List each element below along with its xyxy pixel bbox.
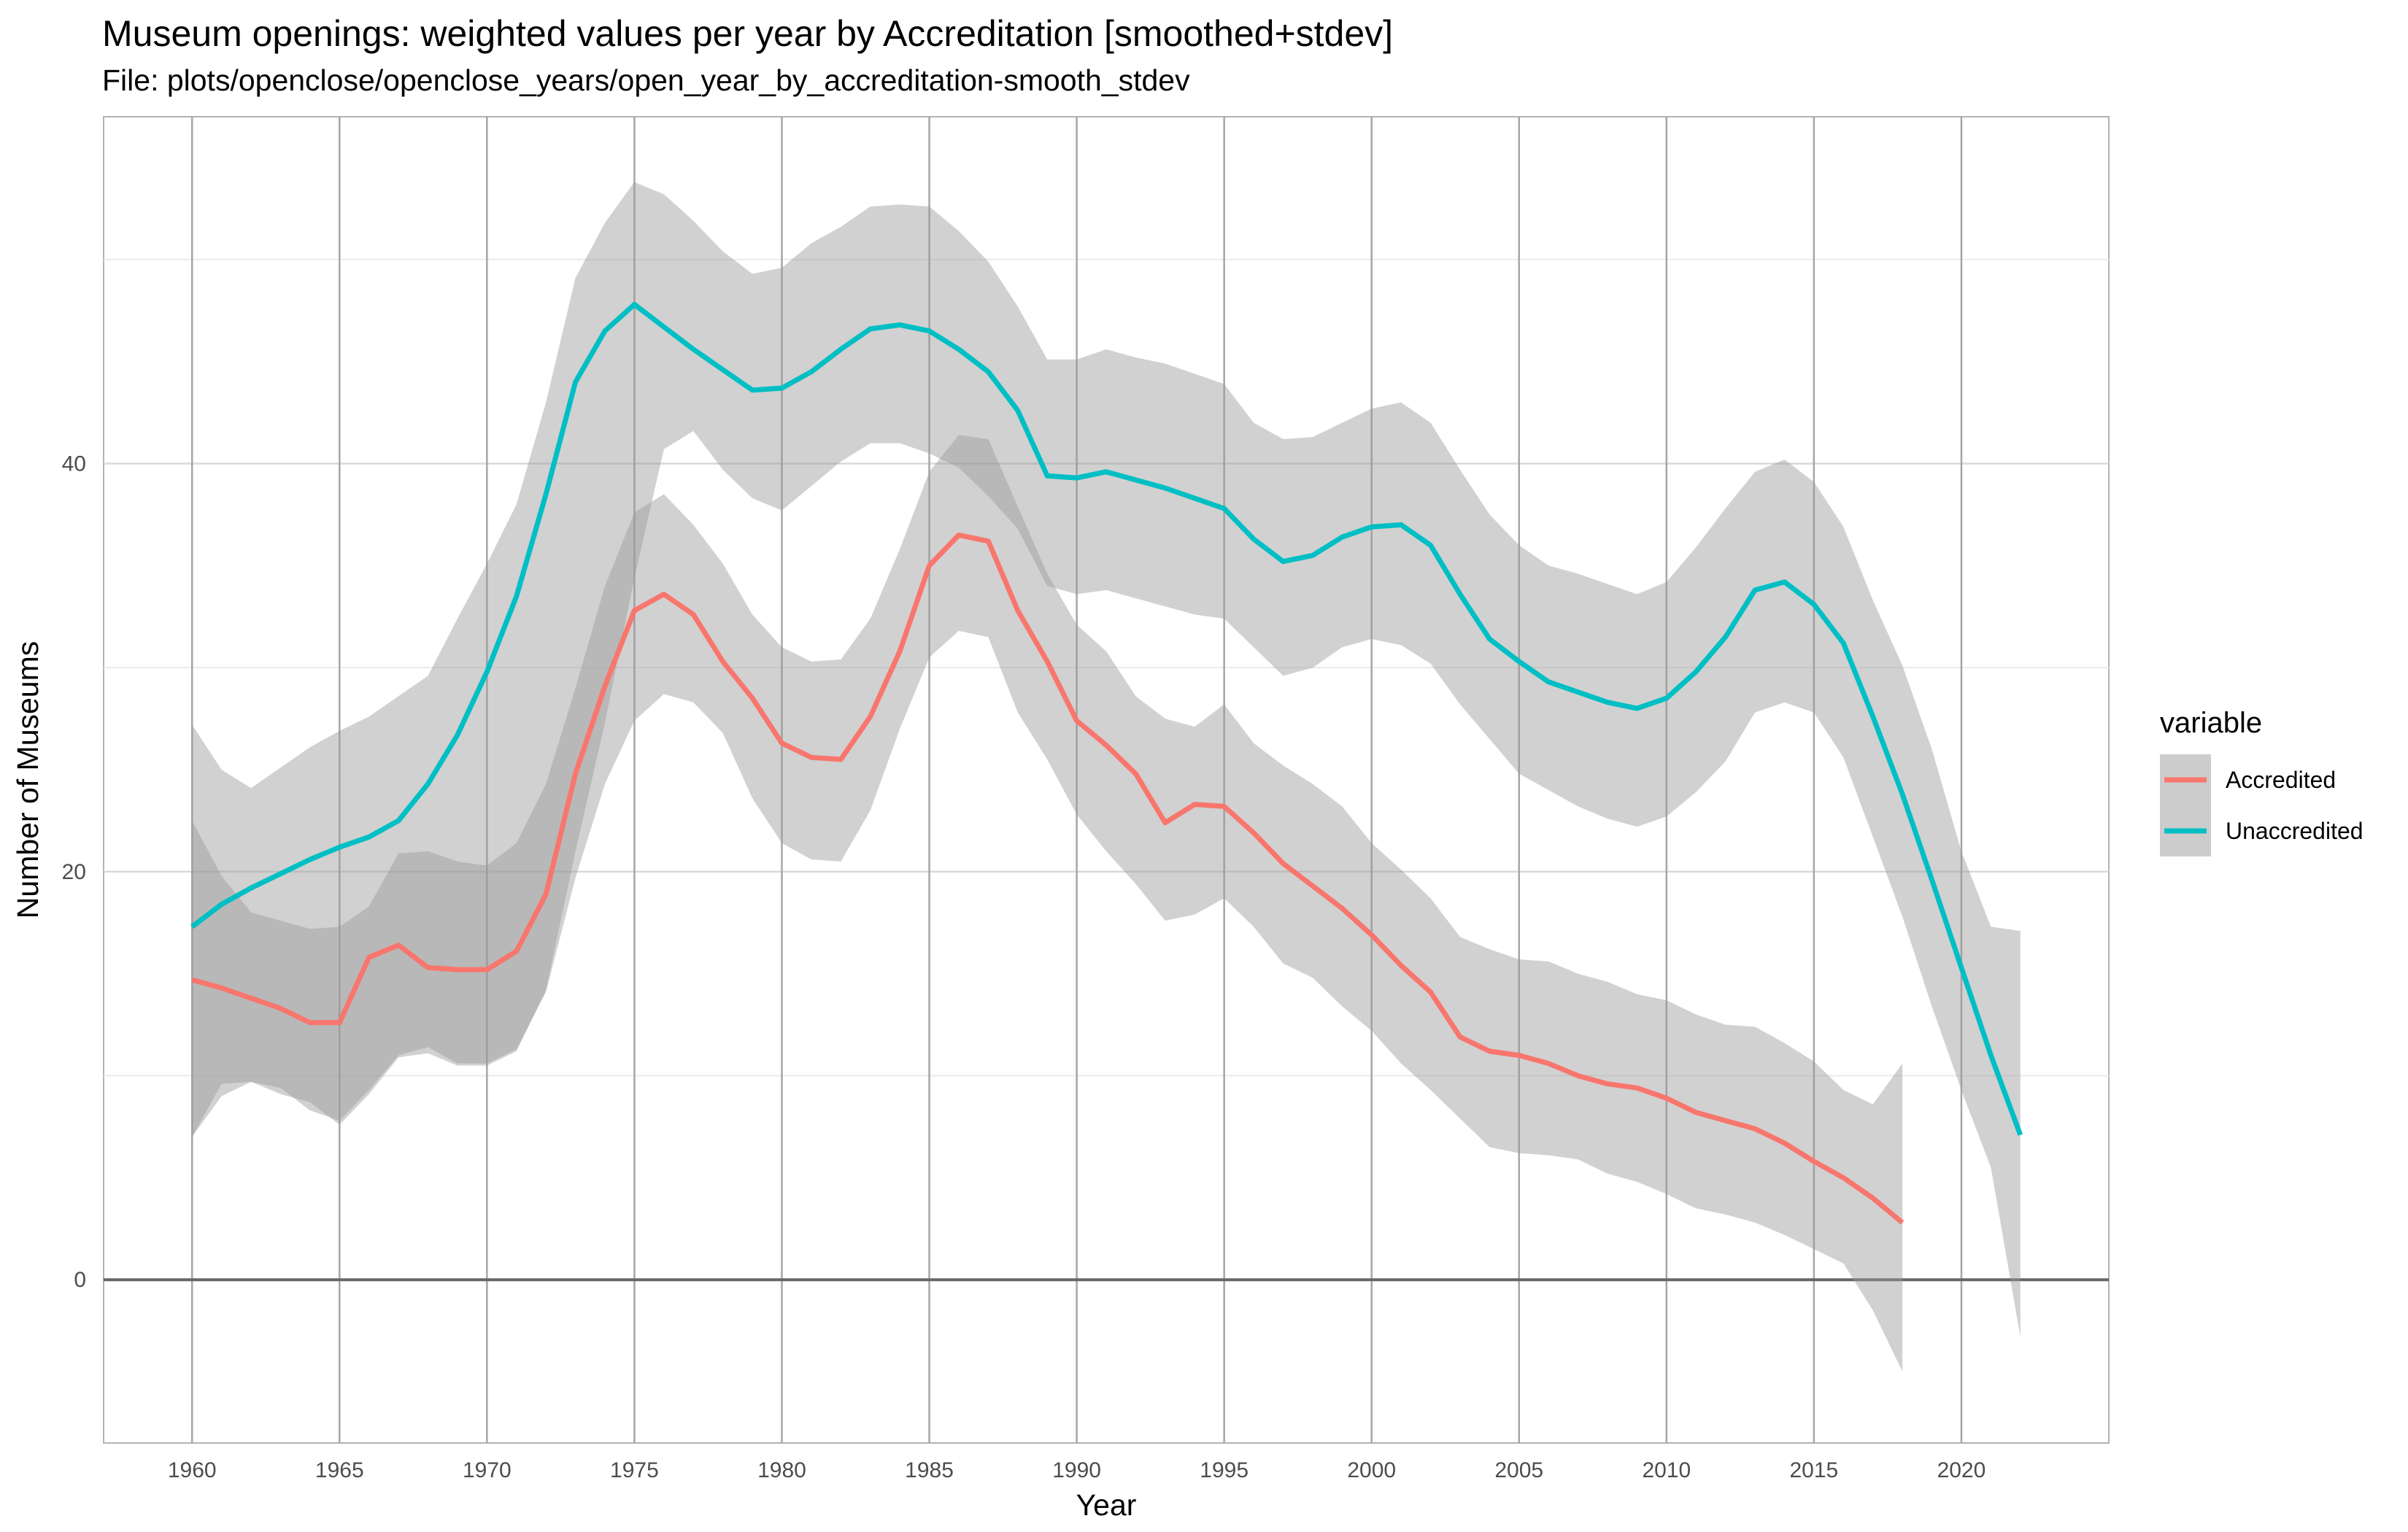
x-tick-label: 1995 [1200,1458,1249,1482]
legend: variable Accredited Unaccredited [2160,707,2363,856]
ribbon-accredited [192,435,1903,1372]
line-unaccredited [190,301,2023,1136]
series-lines [190,301,2023,1225]
minor-gridlines [104,258,2109,1077]
chart-title: Museum openings: weighted values per yea… [102,13,1394,54]
x-tick-label: 2010 [1642,1458,1691,1482]
x-tick-label: 2005 [1494,1458,1543,1482]
x-tick-label: 1980 [757,1458,806,1482]
legend-label: Accredited [2226,767,2336,793]
y-tick-label: 40 [62,452,86,476]
x-axis-title: Year [1076,1488,1137,1522]
legend-item-accredited: Accredited [2160,754,2336,805]
y-axis-title: Number of Museums [11,641,45,919]
stdev-ribbons [192,182,2021,1372]
x-tick-label: 1970 [463,1458,512,1482]
legend-label: Unaccredited [2226,818,2363,844]
x-tick-label: 2020 [1937,1458,1986,1482]
chart-subtitle: File: plots/openclose/openclose_years/op… [102,63,1190,97]
legend-title: variable [2160,707,2262,739]
x-axis-ticks: 1960 1965 1970 1975 1980 1985 1990 1995 2000 2005… [168,1458,1986,1482]
x-tick-label: 1975 [610,1458,659,1482]
ribbon-unaccredited [192,182,2021,1337]
line-accredited [191,532,1905,1225]
x-tick-label: 2000 [1347,1458,1396,1482]
x-tick-label: 2015 [1790,1458,1839,1482]
y-tick-label: 0 [74,1268,86,1292]
y-axis-ticks: 0 20 40 [62,452,86,1292]
x-tick-label: 1960 [168,1458,217,1482]
x-tick-label: 1985 [905,1458,954,1482]
plot-panel [103,116,2110,1444]
legend-item-unaccredited: Unaccredited [2160,805,2363,856]
x-tick-label: 1990 [1052,1458,1101,1482]
y-tick-label: 20 [62,860,86,884]
x-tick-label: 1965 [315,1458,364,1482]
